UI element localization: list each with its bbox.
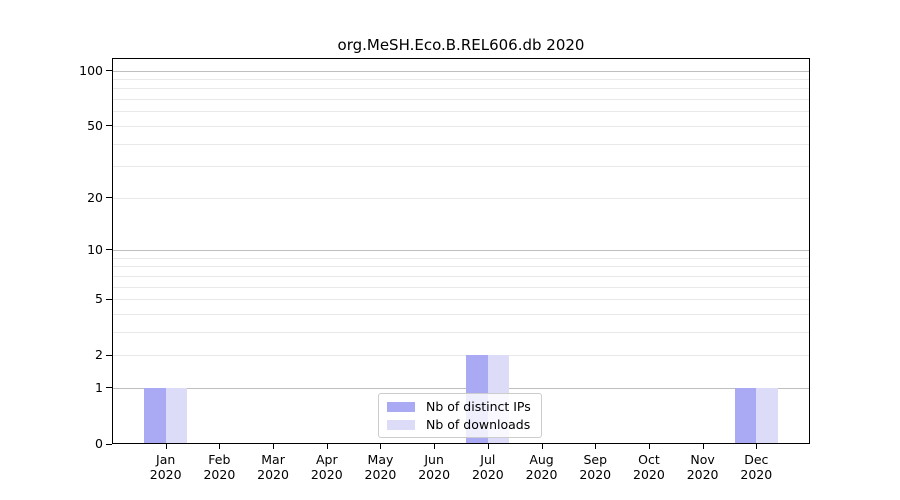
x-tick-mark	[326, 444, 328, 449]
x-tick-label: Oct 2020	[617, 452, 681, 482]
plot-area: Nb of distinct IPs Nb of downloads	[112, 58, 810, 444]
y-tick-mark	[106, 387, 112, 389]
major-gridline	[113, 387, 809, 389]
y-tick-label: 50	[87, 117, 103, 133]
x-tick-mark	[648, 444, 650, 449]
y-tick-label: 1	[95, 379, 103, 395]
minor-gridline	[113, 355, 809, 357]
minor-gridline	[113, 313, 809, 315]
x-tick-label: Jul 2020	[456, 452, 520, 482]
x-tick-year: 2020	[149, 467, 182, 482]
legend-item: Nb of downloads	[387, 417, 531, 432]
legend-label: Nb of downloads	[426, 417, 531, 432]
minor-gridline	[113, 125, 809, 127]
chart-title: org.MeSH.Eco.B.REL606.db 2020	[337, 36, 585, 54]
y-tick-label: 10	[87, 241, 103, 257]
x-tick-mark	[595, 444, 597, 449]
minor-gridline	[113, 275, 809, 277]
y-tick-mark	[106, 125, 112, 127]
x-tick-month: Nov	[690, 452, 715, 467]
x-tick-month: May	[367, 452, 394, 467]
x-tick-year: 2020	[364, 467, 397, 482]
minor-gridline	[113, 111, 809, 113]
x-tick-label: Jan 2020	[134, 452, 198, 482]
legend-item: Nb of distinct IPs	[387, 399, 531, 414]
y-tick-label: 20	[87, 189, 103, 205]
x-tick-label: Dec 2020	[724, 452, 788, 482]
minor-gridline	[113, 299, 809, 301]
minor-gridline	[113, 266, 809, 268]
minor-gridline	[113, 197, 809, 199]
major-gridline	[113, 70, 809, 72]
y-tick-mark	[106, 249, 112, 251]
x-tick-year: 2020	[418, 467, 451, 482]
x-tick-month: Jul	[480, 452, 496, 467]
minor-gridline	[113, 257, 809, 259]
x-tick-label: Aug 2020	[510, 452, 574, 482]
minor-gridline	[113, 79, 809, 81]
x-tick-year: 2020	[471, 467, 504, 482]
x-tick-month: Mar	[261, 452, 285, 467]
y-tick-mark	[106, 298, 112, 300]
bar-nb-of-downloads	[165, 387, 188, 443]
minor-gridline	[113, 331, 809, 333]
x-tick-label: Apr 2020	[295, 452, 359, 482]
x-tick-year: 2020	[686, 467, 719, 482]
x-tick-month: Jan	[156, 452, 176, 467]
x-tick-mark	[165, 444, 167, 449]
minor-gridline	[113, 88, 809, 90]
y-tick-mark	[106, 443, 112, 445]
x-tick-label: Nov 2020	[671, 452, 735, 482]
y-tick-mark	[106, 70, 112, 72]
x-tick-label: Mar 2020	[241, 452, 305, 482]
x-tick-month: Apr	[315, 452, 338, 467]
x-tick-label: Feb 2020	[187, 452, 251, 482]
x-tick-year: 2020	[525, 467, 558, 482]
legend-label: Nb of distinct IPs	[426, 399, 531, 414]
minor-gridline	[113, 286, 809, 288]
x-tick-year: 2020	[203, 467, 236, 482]
x-tick-label: May 2020	[348, 452, 412, 482]
major-gridline	[113, 249, 809, 251]
minor-gridline	[113, 99, 809, 101]
x-tick-month: Aug	[529, 452, 554, 467]
x-tick-month: Sep	[583, 452, 607, 467]
x-tick-mark	[702, 444, 704, 449]
x-tick-year: 2020	[579, 467, 612, 482]
x-tick-label: Jun 2020	[402, 452, 466, 482]
y-tick-label: 100	[79, 62, 103, 78]
legend-swatch	[387, 401, 415, 412]
minor-gridline	[113, 166, 809, 168]
bar-nb-of-distinct-ips	[734, 387, 757, 443]
y-tick-label: 5	[95, 291, 103, 307]
x-tick-mark	[273, 444, 275, 449]
legend-swatch	[387, 419, 415, 430]
y-tick-label: 0	[95, 436, 103, 451]
x-tick-month: Jun	[424, 452, 444, 467]
x-tick-year: 2020	[257, 467, 289, 482]
x-tick-month: Oct	[638, 452, 660, 467]
x-tick-mark	[380, 444, 382, 449]
bar-nb-of-distinct-ips	[144, 387, 166, 443]
x-tick-month: Feb	[208, 452, 231, 467]
y-tick-label: 2	[95, 347, 103, 363]
x-tick-mark	[219, 444, 221, 449]
minor-gridline	[113, 143, 809, 145]
x-tick-mark	[487, 444, 489, 449]
bar-nb-of-downloads	[756, 387, 778, 443]
x-tick-label: Sep 2020	[563, 452, 627, 482]
x-tick-year: 2020	[633, 467, 665, 482]
x-tick-year: 2020	[310, 467, 343, 482]
y-tick-mark	[106, 354, 112, 356]
y-tick-mark	[106, 197, 112, 199]
x-tick-year: 2020	[740, 467, 773, 482]
x-tick-mark	[541, 444, 543, 449]
x-tick-mark	[756, 444, 758, 449]
x-tick-mark	[434, 444, 436, 449]
x-tick-month: Dec	[744, 452, 769, 467]
legend: Nb of distinct IPs Nb of downloads	[378, 393, 542, 438]
